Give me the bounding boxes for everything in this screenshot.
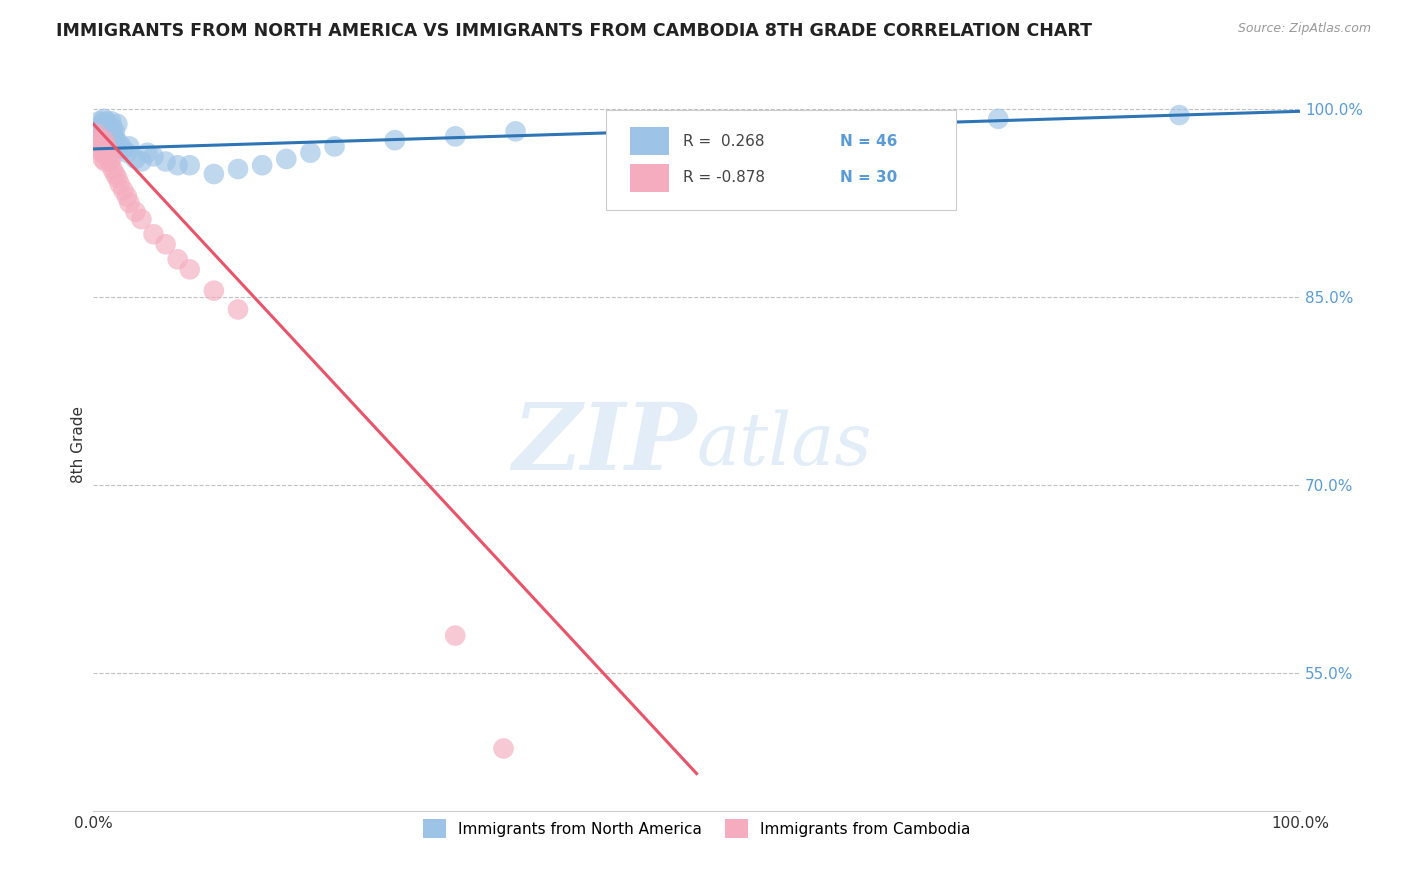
Point (105, 170, 128, 185)
Bar (630, 164, 669, 192)
Legend: Immigrants from North America, Immigrants from Cambodia: Immigrants from North America, Immigrant… (416, 813, 976, 844)
Point (90, 145, 112, 160)
Y-axis label: 8th Grade: 8th Grade (72, 406, 86, 483)
Point (98, 127, 121, 141)
Point (142, 149, 165, 163)
Point (94, 117, 117, 131)
Text: Source: ZipAtlas.com: Source: ZipAtlas.com (1237, 22, 1371, 36)
Text: R =  0.268: R = 0.268 (683, 134, 765, 149)
Point (179, 262, 201, 277)
Point (94, 133, 117, 147)
Point (202, 284, 225, 298)
Point (104, 167, 127, 181)
Point (93, 133, 115, 147)
Point (90, 117, 112, 131)
Point (115, 145, 138, 160)
Point (166, 252, 188, 267)
Point (444, 129, 467, 144)
Point (100, 114, 122, 128)
Point (93, 129, 115, 144)
Point (226, 302, 249, 317)
Point (155, 154, 177, 169)
Text: ZIP: ZIP (512, 400, 696, 490)
Point (104, 124, 127, 138)
Point (492, 741, 515, 756)
Point (89, 120, 111, 135)
Point (89, 136, 111, 151)
Point (444, 629, 467, 643)
Point (97, 120, 120, 135)
Text: IMMIGRANTS FROM NORTH AMERICA VS IMMIGRANTS FROM CAMBODIA 8TH GRADE CORRELATION : IMMIGRANTS FROM NORTH AMERICA VS IMMIGRA… (56, 22, 1092, 40)
Text: atlas: atlas (696, 409, 872, 480)
Point (101, 161, 124, 176)
Point (96, 139, 118, 153)
Point (166, 158, 188, 172)
Point (97, 149, 120, 163)
Point (93, 112, 115, 126)
Point (118, 195, 141, 210)
Point (124, 152, 146, 166)
Point (97, 145, 120, 160)
Point (299, 145, 322, 160)
FancyBboxPatch shape (606, 111, 956, 210)
Point (179, 158, 201, 172)
Point (100, 133, 122, 147)
Point (685, 120, 707, 135)
Text: N = 30: N = 30 (841, 170, 897, 186)
Point (155, 237, 177, 252)
Point (91, 120, 114, 134)
Point (250, 158, 273, 172)
Point (505, 124, 527, 138)
Text: R = -0.878: R = -0.878 (683, 170, 765, 186)
Point (131, 212, 153, 227)
Point (96, 124, 118, 138)
Point (384, 133, 406, 147)
Point (112, 142, 135, 156)
Point (86, 127, 108, 141)
Point (202, 167, 225, 181)
Point (226, 161, 249, 176)
Point (96, 114, 118, 128)
Point (87, 133, 110, 147)
Point (323, 139, 346, 153)
Point (118, 139, 141, 153)
Point (108, 177, 131, 191)
Point (100, 152, 122, 166)
Point (89, 142, 111, 156)
Point (806, 117, 828, 131)
Point (103, 129, 125, 144)
Point (124, 204, 146, 219)
Bar (630, 128, 669, 155)
Point (276, 152, 298, 166)
Point (105, 133, 128, 147)
Text: N = 46: N = 46 (841, 134, 897, 149)
Point (91, 127, 114, 141)
Point (115, 189, 138, 203)
Point (1168, 108, 1191, 122)
Point (987, 112, 1010, 126)
Point (94, 154, 117, 169)
Point (108, 136, 131, 151)
Point (112, 183, 135, 197)
Point (98, 154, 121, 169)
Point (101, 120, 124, 135)
Point (97, 129, 120, 144)
Point (136, 145, 159, 160)
Point (90, 124, 112, 138)
Point (142, 227, 165, 242)
Point (105, 117, 128, 131)
Point (89, 114, 111, 128)
Point (91, 152, 114, 166)
Point (131, 154, 153, 169)
